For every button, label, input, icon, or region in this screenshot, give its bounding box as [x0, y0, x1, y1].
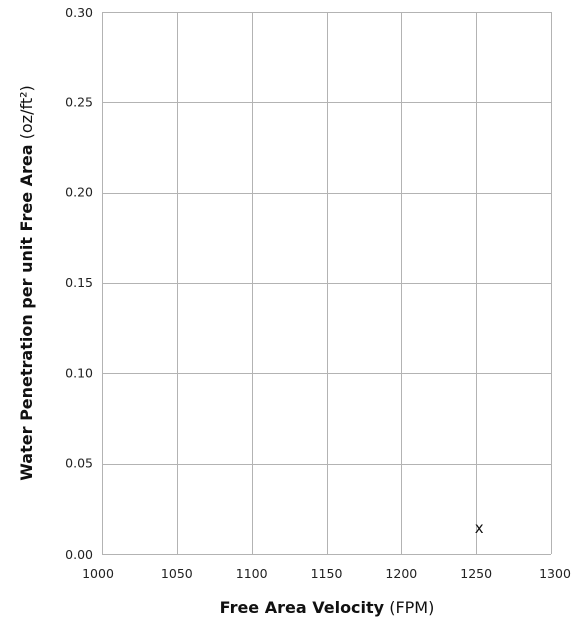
x-axis-title: Free Area Velocity (FPM) [220, 598, 435, 617]
data-point: x [475, 519, 484, 537]
x-tick-label: 1000 [82, 566, 114, 581]
y-axis-title-main: Water Penetration per unit Free Area [17, 144, 36, 480]
y-tick-label: 0.00 [65, 547, 93, 562]
x-tick-label: 1200 [385, 566, 417, 581]
data-points: x [475, 519, 484, 537]
y-axis-title-unit: (oz/ft²) [17, 85, 36, 139]
x-tick-label: 1300 [539, 566, 571, 581]
x-axis-title-unit: (FPM) [389, 598, 434, 617]
x-tick-label: 1150 [311, 566, 343, 581]
y-axis-title: Water Penetration per unit Free Area (oz… [17, 85, 36, 481]
x-tick-label: 1050 [161, 566, 193, 581]
y-tick-label: 0.15 [65, 275, 93, 290]
x-tick-labels: 1000 1050 1100 1150 1200 1250 1300 [82, 566, 571, 581]
x-tick-label: 1100 [236, 566, 268, 581]
x-tick-label: 1250 [460, 566, 492, 581]
y-tick-labels: 0.00 0.05 0.10 0.15 0.20 0.25 0.30 [65, 5, 93, 562]
x-axis-title-main: Free Area Velocity [220, 598, 385, 617]
y-tick-label: 0.20 [65, 185, 93, 200]
y-tick-label: 0.05 [65, 456, 93, 471]
grid [102, 12, 552, 555]
y-tick-label: 0.10 [65, 365, 93, 380]
y-tick-label: 0.25 [65, 94, 93, 109]
y-tick-label: 0.30 [65, 5, 93, 20]
